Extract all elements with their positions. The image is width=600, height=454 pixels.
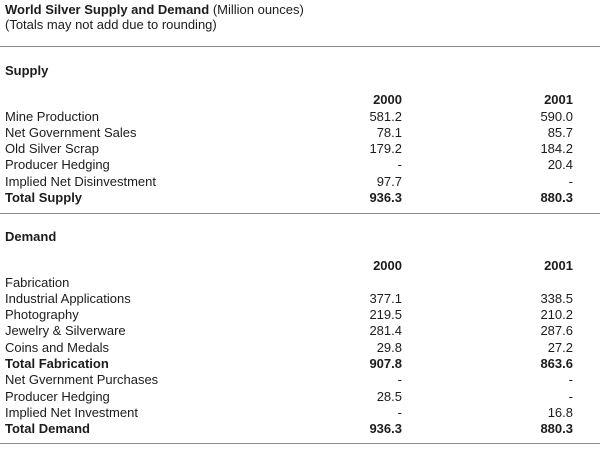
value-2000: 936.3 bbox=[369, 421, 402, 436]
value-2000: - bbox=[397, 157, 402, 172]
demand-total-row: Total Demand 936.3 880.3 bbox=[0, 421, 600, 437]
value-2000: 377.1 bbox=[369, 291, 402, 306]
row-label: Net Gvernment Purchases bbox=[5, 372, 159, 387]
row-label: Implied Net Investment bbox=[5, 405, 138, 420]
value-2001: 880.3 bbox=[540, 421, 573, 436]
rounding-note: (Totals may not add due to rounding) bbox=[5, 17, 217, 32]
value-2001: 590.0 bbox=[540, 109, 573, 124]
value-2001: 27.2 bbox=[547, 340, 573, 355]
row-label: Producer Hedging bbox=[5, 389, 110, 404]
row-label: Coins and Medals bbox=[5, 340, 110, 355]
value-2000: 936.3 bbox=[369, 190, 402, 205]
row-label: Old Silver Scrap bbox=[5, 141, 99, 156]
demand-row: Industrial Applications 377.1 338.5 bbox=[0, 291, 600, 307]
supply-row: Producer Hedging - 20.4 bbox=[0, 157, 600, 173]
supply-years-row: 2000 2001 bbox=[0, 92, 600, 108]
fabrication-total-row: Total Fabrication 907.8 863.6 bbox=[0, 356, 600, 372]
value-2001: - bbox=[568, 389, 573, 404]
row-label: Photography bbox=[5, 307, 79, 322]
row-label: Total Demand bbox=[5, 421, 90, 436]
value-2001: 184.2 bbox=[540, 141, 573, 156]
demand-year-2000: 2000 bbox=[373, 258, 402, 273]
value-2000: 581.2 bbox=[369, 109, 402, 124]
demand-row: Jewelry & Silverware 281.4 287.6 bbox=[0, 323, 600, 339]
supply-row: Mine Production 581.2 590.0 bbox=[0, 109, 600, 125]
supply-heading: Supply bbox=[5, 63, 49, 78]
demand-row: Producer Hedging 28.5 - bbox=[0, 389, 600, 405]
divider bbox=[0, 443, 600, 444]
value-2001: - bbox=[568, 372, 573, 387]
title-line: World Silver Supply and Demand (Million … bbox=[5, 2, 304, 17]
value-2000: 219.5 bbox=[369, 307, 402, 322]
value-2001: 85.7 bbox=[547, 125, 573, 140]
table-header: World Silver Supply and Demand (Million … bbox=[5, 2, 304, 32]
value-2001: - bbox=[568, 174, 573, 189]
demand-row: Net Gvernment Purchases - - bbox=[0, 372, 600, 388]
supply-row: Old Silver Scrap 179.2 184.2 bbox=[0, 141, 600, 157]
value-2000: 78.1 bbox=[376, 125, 402, 140]
value-2000: - bbox=[397, 372, 402, 387]
supply-row: Implied Net Disinvestment 97.7 - bbox=[0, 174, 600, 190]
row-label: Total Fabrication bbox=[5, 356, 109, 371]
demand-year-2001: 2001 bbox=[544, 258, 573, 273]
demand-row: Coins and Medals 29.8 27.2 bbox=[0, 340, 600, 356]
fabrication-label-row: Fabrication bbox=[0, 275, 600, 291]
row-label: Total Supply bbox=[5, 190, 83, 205]
supply-year-2000: 2000 bbox=[373, 92, 402, 107]
value-2001: 20.4 bbox=[547, 157, 573, 172]
value-2000: 179.2 bbox=[369, 141, 402, 156]
value-2000: 97.7 bbox=[376, 174, 402, 189]
demand-years-row: 2000 2001 bbox=[0, 258, 600, 274]
row-label: Jewelry & Silverware bbox=[5, 323, 126, 338]
value-2000: 28.5 bbox=[376, 389, 402, 404]
value-2000: 281.4 bbox=[369, 323, 402, 338]
units-note: (Million ounces) bbox=[212, 2, 304, 17]
value-2001: 863.6 bbox=[540, 356, 573, 371]
value-2000: 907.8 bbox=[369, 356, 402, 371]
value-2001: 287.6 bbox=[540, 323, 573, 338]
row-label: Implied Net Disinvestment bbox=[5, 174, 156, 189]
divider bbox=[0, 46, 600, 47]
row-label: Producer Hedging bbox=[5, 157, 110, 172]
supply-row: Net Government Sales 78.1 85.7 bbox=[0, 125, 600, 141]
fabrication-label: Fabrication bbox=[5, 275, 70, 290]
supply-total-row: Total Supply 936.3 880.3 bbox=[0, 190, 600, 206]
demand-row: Implied Net Investment - 16.8 bbox=[0, 405, 600, 421]
row-label: Industrial Applications bbox=[5, 291, 131, 306]
row-label: Mine Production bbox=[5, 109, 99, 124]
value-2000: 29.8 bbox=[376, 340, 402, 355]
value-2001: 880.3 bbox=[540, 190, 573, 205]
value-2001: 338.5 bbox=[540, 291, 573, 306]
supply-year-2001: 2001 bbox=[544, 92, 573, 107]
value-2001: 210.2 bbox=[540, 307, 573, 322]
value-2000: - bbox=[397, 405, 402, 420]
value-2001: 16.8 bbox=[547, 405, 573, 420]
demand-heading: Demand bbox=[5, 229, 57, 244]
table-title: World Silver Supply and Demand bbox=[5, 2, 210, 17]
divider bbox=[0, 213, 600, 214]
row-label: Net Government Sales bbox=[5, 125, 137, 140]
demand-row: Photography 219.5 210.2 bbox=[0, 307, 600, 323]
